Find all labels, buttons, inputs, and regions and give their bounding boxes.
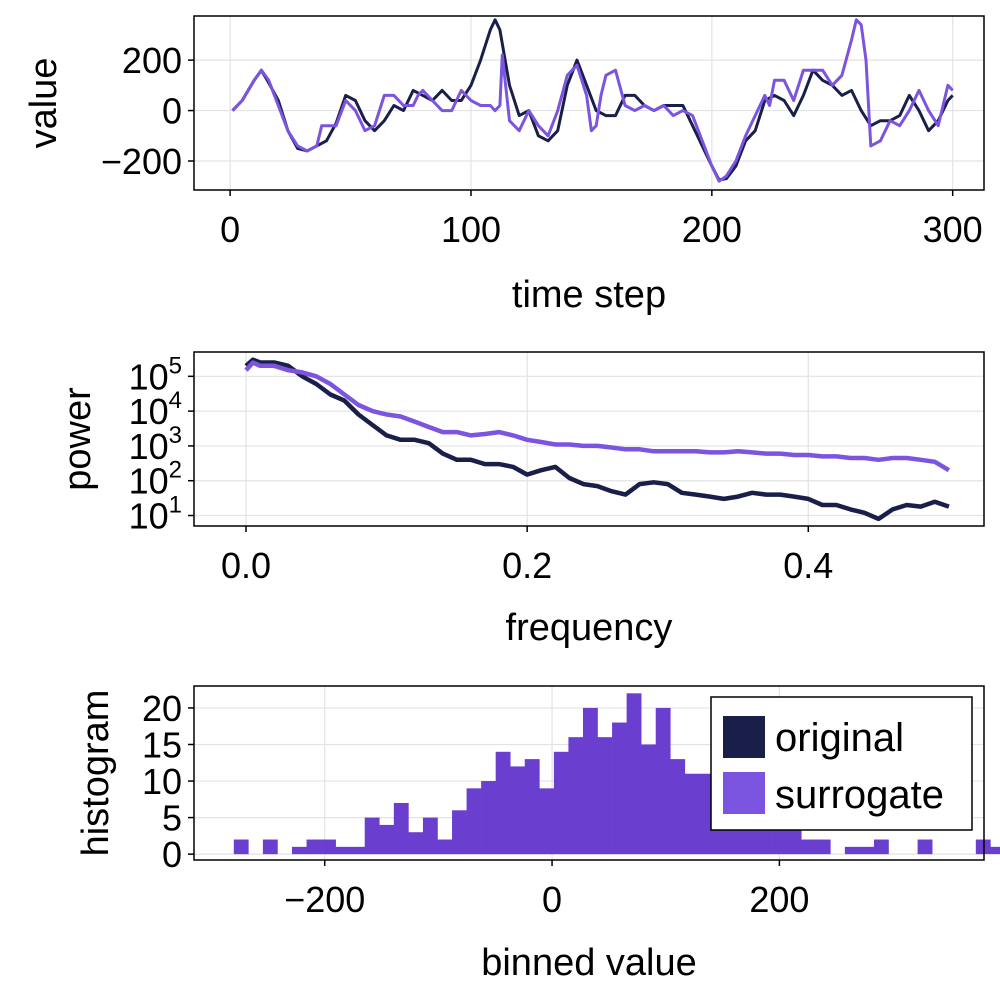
y-tick-label: 104	[129, 387, 182, 432]
y-tick-label: 5	[162, 798, 182, 839]
y-tick-label: 103	[129, 422, 182, 467]
histogram-bar	[466, 788, 482, 855]
x-tick-label: −200	[284, 879, 365, 920]
histogram-bar	[262, 839, 278, 855]
histogram-bar	[553, 751, 569, 855]
time-series-panel: 0 100 200 300 −200 0 200 time step value	[23, 15, 985, 316]
histogram-bar	[495, 751, 511, 855]
histogram-bar	[597, 737, 613, 855]
histogram-bar	[655, 707, 671, 855]
histogram-bar	[859, 846, 875, 855]
time-series-x-ticks: 0 100 200 300	[220, 190, 983, 250]
y-tick-label: 102	[129, 457, 182, 502]
histogram-bar	[917, 839, 933, 855]
histogram-bar	[670, 759, 686, 855]
histogram-bar	[524, 759, 540, 855]
power-spectrum-lines	[244, 357, 951, 522]
histogram-bar	[233, 839, 249, 855]
histogram-bar	[975, 839, 991, 855]
histogram-bar	[990, 846, 1000, 855]
y-tick-label: −200	[101, 141, 182, 182]
histogram-bar	[568, 737, 584, 855]
series-line-original	[244, 357, 950, 522]
histogram-bar	[422, 817, 438, 855]
time-series-lines	[231, 18, 954, 183]
histogram-bar	[306, 839, 322, 855]
histogram-bar	[510, 766, 526, 855]
histogram-bar	[582, 707, 598, 855]
histogram-bar	[815, 839, 831, 855]
histogram-bar	[786, 824, 802, 855]
histogram-bar	[801, 839, 817, 855]
y-tick-label: 0	[162, 834, 182, 875]
histogram-bar	[335, 846, 351, 855]
histogram-bar	[641, 744, 657, 855]
histogram-y-label: histogram	[75, 690, 117, 857]
y-tick-label: 0	[162, 91, 182, 132]
x-tick-label: 200	[682, 209, 742, 250]
power-spectrum-x-ticks: 0.0 0.2 0.4	[221, 526, 833, 586]
histogram-frame	[193, 685, 985, 861]
histogram-bar	[291, 846, 307, 855]
y-tick-label: 20	[142, 688, 182, 729]
histogram-bar	[321, 839, 336, 855]
power-spectrum-frame	[193, 351, 985, 527]
y-tick-label: 200	[122, 40, 182, 81]
histogram-bar	[393, 802, 409, 855]
legend: original surrogate	[710, 696, 973, 831]
histogram-bars	[233, 693, 1000, 855]
series-line-surrogate	[244, 360, 951, 473]
power-spectrum-y-label: power	[57, 387, 99, 491]
x-tick-label: 0	[542, 879, 562, 920]
histogram-bar	[873, 839, 889, 855]
histogram-bar	[452, 810, 467, 855]
histogram-x-ticks: −200 0 200	[284, 860, 809, 920]
x-tick-label: 100	[441, 209, 501, 250]
x-tick-label: 0.0	[221, 545, 271, 586]
legend-label-surrogate: surrogate	[775, 773, 944, 817]
time-series-y-label: value	[23, 58, 65, 149]
histogram-bar	[539, 788, 555, 855]
series-line-original	[231, 18, 954, 182]
x-tick-label: 0	[220, 209, 240, 250]
power-spectrum-x-label: frequency	[506, 607, 673, 649]
histogram-bar	[350, 846, 366, 855]
histogram-bar	[408, 832, 424, 855]
series-line-surrogate	[231, 18, 954, 183]
histogram-bar	[612, 722, 627, 855]
y-tick-label: 10	[142, 761, 182, 802]
histogram-bar	[481, 781, 496, 855]
legend-swatch-surrogate	[723, 772, 765, 814]
histogram-x-label: binned value	[481, 942, 697, 984]
histogram-bar	[379, 824, 395, 855]
x-tick-label: 300	[923, 209, 983, 250]
histogram-bar	[626, 693, 642, 855]
y-tick-label: 105	[129, 352, 182, 397]
x-tick-label: 0.4	[783, 545, 833, 586]
time-series-frame	[193, 15, 985, 191]
histogram-bar	[437, 839, 453, 855]
legend-swatch-original	[723, 716, 765, 758]
histogram-bar	[684, 773, 700, 855]
x-tick-label: 200	[749, 879, 809, 920]
x-tick-label: 0.2	[502, 545, 552, 586]
histogram-bar	[844, 846, 860, 855]
y-tick-label: 15	[142, 724, 182, 765]
legend-label-original: original	[775, 716, 904, 760]
histogram-bar	[364, 817, 380, 855]
power-spectrum-grid	[194, 352, 984, 526]
time-series-y-ticks: −200 0 200	[101, 40, 194, 182]
y-tick-label: 101	[129, 492, 182, 537]
time-series-x-label: time step	[512, 274, 666, 316]
